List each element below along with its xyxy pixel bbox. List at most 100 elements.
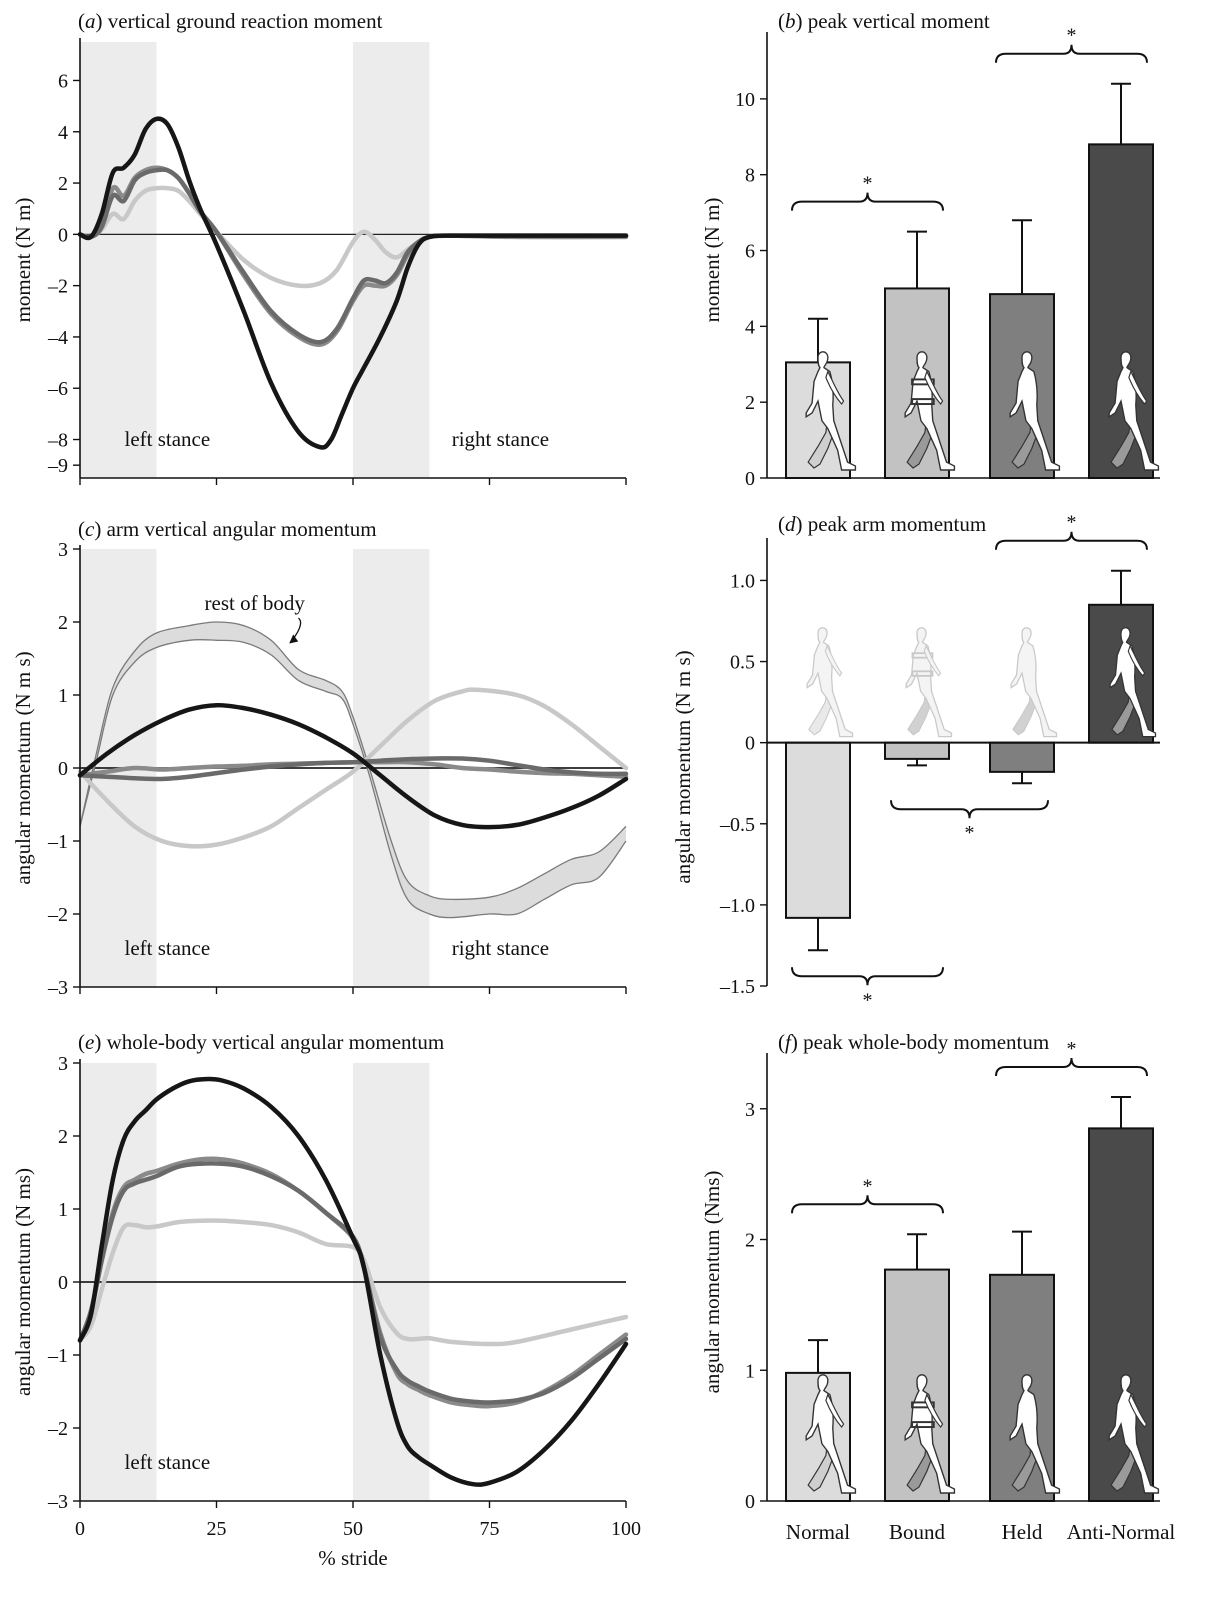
x-tick-label: 25	[207, 1518, 227, 1540]
y-tick-label: 10	[735, 89, 755, 111]
walker-body	[805, 1374, 857, 1494]
walker-strap	[911, 1421, 935, 1429]
y-axis-label: angular momentum (Nms)	[700, 1171, 724, 1394]
y-tick-label: –2	[47, 276, 68, 298]
y-axis-label: moment (N m)	[11, 198, 35, 323]
bar-normal	[785, 741, 851, 919]
x-tick-label: 50	[343, 1518, 363, 1540]
category-label-bound: Bound	[889, 1520, 946, 1544]
walker-body	[905, 627, 953, 738]
panel-title-letter: c	[85, 517, 95, 541]
panel-c: (c) arm vertical angular momentum 3 2 1 0 –1 –…	[11, 517, 629, 999]
walker-body	[904, 351, 956, 471]
walker-arm	[1128, 1392, 1148, 1429]
y-tick-label: 0.5	[730, 652, 755, 674]
y-tick-label: –1	[47, 831, 68, 853]
series-line-normal	[77, 1218, 629, 1347]
walker-back-leg	[907, 687, 933, 736]
y-tick-label: 3	[745, 1099, 755, 1121]
panel-title-letter: f	[785, 1030, 794, 1054]
y-tick-label: –2	[47, 1418, 68, 1440]
stance-shade	[80, 42, 157, 478]
walker-arm	[825, 369, 845, 406]
panel-title-paren: (	[778, 1030, 785, 1054]
panel-title: (c) arm vertical angular momentum	[78, 517, 377, 541]
panel-title-paren: )	[96, 9, 108, 33]
panel-title-paren: (	[78, 9, 85, 33]
walker-body	[1109, 627, 1157, 738]
region-label-right-stance: right stance	[452, 427, 549, 451]
walker-arm	[924, 1392, 944, 1429]
panel-title-paren: )	[94, 1030, 106, 1054]
bar-anti-normal	[1088, 1127, 1154, 1503]
y-tick-label: –8	[47, 430, 68, 452]
y-axis-label: angular momentum (N m s)	[11, 651, 35, 884]
walker-body	[1009, 351, 1061, 471]
series-line-anti-normal	[77, 116, 629, 450]
significance-star: *	[1067, 1038, 1077, 1060]
panel-a: (a) vertical ground reaction moment 6 4 2 0 –…	[11, 9, 629, 485]
walker-arm	[923, 644, 942, 677]
bar-anti-normal	[1088, 143, 1154, 480]
y-tick-label: 0	[58, 1272, 68, 1294]
y-tick-label: –3	[47, 1491, 68, 1513]
walker-icon	[1108, 1374, 1160, 1494]
walker-arm	[924, 369, 944, 406]
y-tick-label: 4	[58, 122, 68, 144]
walker-icon	[806, 627, 854, 738]
y-tick-label: 0	[58, 224, 68, 246]
walker-strap	[911, 378, 935, 386]
panel-title-text: arm vertical angular momentum	[107, 517, 377, 541]
y-tick-label: –1.5	[719, 976, 755, 998]
walker-body	[1108, 1374, 1160, 1494]
significance-star: *	[965, 822, 975, 844]
y-tick-label: 0	[745, 733, 755, 755]
walker-body	[1009, 1374, 1061, 1494]
x-axis-label: % stride	[318, 1546, 387, 1570]
rest-of-body-lower	[79, 638, 627, 919]
rest-of-body-upper	[79, 621, 627, 901]
annotation-rest-of-body: rest of body	[205, 591, 306, 615]
walker-icon	[1009, 351, 1061, 471]
walker-icon	[805, 1374, 857, 1494]
y-tick-label: –6	[47, 378, 68, 400]
y-axis-label: angular momentum (N ms)	[11, 1168, 35, 1396]
y-tick-label: 0	[58, 758, 68, 780]
y-tick-label: 1	[58, 685, 68, 707]
y-tick-label: 0	[745, 468, 755, 490]
walker-arm	[1127, 644, 1146, 677]
walker-icon	[904, 351, 956, 471]
y-tick-label: 2	[58, 173, 68, 195]
stance-shade	[353, 42, 430, 478]
panel-title-paren: (	[78, 1030, 85, 1054]
category-label-anti-normal: Anti-Normal	[1067, 1520, 1176, 1544]
walker-icon	[905, 627, 953, 738]
panel-title: (f) peak whole-body momentum	[778, 1030, 1049, 1054]
x-tick-label: 100	[611, 1518, 641, 1540]
series-line-held	[77, 756, 629, 782]
walker-arm	[1128, 369, 1148, 406]
significance-star: *	[1067, 25, 1077, 47]
walker-body	[904, 1374, 956, 1494]
walker-strap	[911, 652, 934, 659]
panel-title: (a) vertical ground reaction moment	[78, 9, 383, 33]
panel-title-letter: b	[785, 9, 796, 33]
walker-icon	[1109, 627, 1157, 738]
walker-strap	[911, 1401, 935, 1409]
walker-body	[805, 351, 857, 471]
panel-title-text: peak vertical moment	[808, 9, 990, 33]
category-label-held: Held	[1002, 1520, 1043, 1544]
series-line-anti-normal	[77, 1076, 629, 1487]
walker-back-leg	[808, 687, 834, 736]
panel-title-paren: (	[778, 9, 785, 33]
significance-bracket	[791, 1195, 944, 1214]
significance-star: *	[1067, 512, 1077, 534]
panel-title-text: vertical ground reaction moment	[108, 9, 383, 33]
panel-title-paren: )	[796, 512, 808, 536]
y-tick-label: 2	[745, 1230, 755, 1252]
significance-bracket	[791, 192, 944, 211]
series-line-anti-normal	[77, 702, 629, 830]
y-tick-label: –2	[47, 904, 68, 926]
panel-title-paren: )	[796, 9, 808, 33]
